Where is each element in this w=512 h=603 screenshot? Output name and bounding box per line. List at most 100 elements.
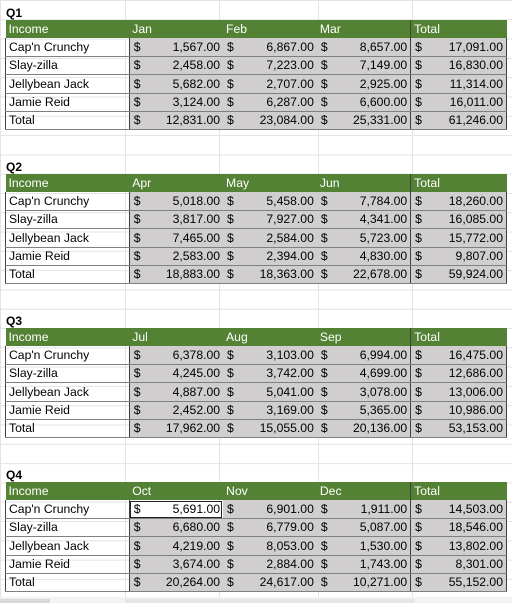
header-month[interactable]: Sep [316,328,411,347]
header-income[interactable]: Income [5,328,130,347]
amount-cell[interactable]: $25,331.00 [316,111,411,131]
quarter-label[interactable]: Q2 [6,160,23,174]
amount-cell[interactable]: $2,925.00 [316,74,411,94]
row-label-cell[interactable]: Jamie Reid [5,401,130,420]
row-label-cell[interactable]: Jellybean Jack [5,382,130,402]
amount-cell[interactable]: $6,600.00 [316,93,411,112]
amount-cell[interactable]: $1,743.00 [316,555,411,574]
total-cell[interactable]: $9,807.00 [410,247,507,266]
total-cell[interactable]: $10,986.00 [410,401,507,420]
amount-cell[interactable]: $3,674.00 [129,555,224,574]
amount-cell[interactable]: $1,567.00 [129,38,224,58]
amount-cell[interactable]: $6,287.00 [223,93,317,112]
amount-cell[interactable]: $3,124.00 [129,93,224,112]
header-income[interactable]: Income [5,174,130,193]
amount-cell[interactable]: $6,779.00 [223,518,317,538]
total-cell[interactable]: $16,085.00 [410,210,507,230]
amount-cell[interactable]: $4,219.00 [129,536,224,556]
total-cell[interactable]: $13,006.00 [410,382,507,402]
amount-cell[interactable]: $3,742.00 [223,364,317,384]
amount-cell[interactable]: $3,817.00 [129,210,224,230]
row-label-cell[interactable]: Jellybean Jack [5,228,130,248]
amount-cell[interactable]: $5,458.00 [223,192,317,212]
amount-cell[interactable]: $5,018.00 [129,192,224,212]
row-label-cell[interactable]: Jamie Reid [5,555,130,574]
total-cell[interactable]: $61,246.00 [410,111,507,131]
row-label-cell[interactable]: Cap'n Crunchy [5,346,130,366]
row-label-cell[interactable]: Slay-zilla [5,518,130,538]
header-income[interactable]: Income [5,482,130,501]
amount-cell[interactable]: $7,149.00 [316,56,411,76]
amount-cell[interactable]: $8,657.00 [316,38,411,58]
amount-cell[interactable]: $4,830.00 [316,247,411,266]
total-cell[interactable]: $13,802.00 [410,536,507,556]
amount-cell[interactable]: $22,678.00 [316,265,411,285]
amount-cell[interactable]: $7,927.00 [223,210,317,230]
row-label-cell[interactable]: Total [5,419,130,439]
total-cell[interactable]: $11,314.00 [410,74,507,94]
horizontal-scrollbar[interactable] [0,597,512,603]
amount-cell[interactable]: $5,691.00 [129,500,224,520]
amount-cell[interactable]: $3,103.00 [223,346,317,366]
amount-cell[interactable]: $6,378.00 [129,346,224,366]
row-label-cell[interactable]: Total [5,265,130,285]
amount-cell[interactable]: $12,831.00 [129,111,224,131]
total-cell[interactable]: $8,301.00 [410,555,507,574]
amount-cell[interactable]: $4,245.00 [129,364,224,384]
amount-cell[interactable]: $3,078.00 [316,382,411,402]
amount-cell[interactable]: $1,911.00 [316,500,411,520]
row-label-cell[interactable]: Jellybean Jack [5,536,130,556]
header-month[interactable]: Feb [223,20,317,39]
quarter-label[interactable]: Q3 [6,314,23,328]
row-label-cell[interactable]: Total [5,111,130,131]
row-label-cell[interactable]: Slay-zilla [5,364,130,384]
amount-cell[interactable]: $8,053.00 [223,536,317,556]
total-cell[interactable]: $12,686.00 [410,364,507,384]
amount-cell[interactable]: $5,365.00 [316,401,411,420]
row-label-cell[interactable]: Cap'n Crunchy [5,38,130,58]
header-month[interactable]: May [223,174,317,193]
row-label-cell[interactable]: Total [5,573,130,593]
header-month[interactable]: Jan [129,20,224,39]
amount-cell[interactable]: $7,223.00 [223,56,317,76]
header-month[interactable]: Oct [129,482,224,501]
total-cell[interactable]: $53,153.00 [410,419,507,439]
amount-cell[interactable]: $4,887.00 [129,382,224,402]
header-month[interactable]: Jun [316,174,411,193]
header-month[interactable]: Jul [129,328,224,347]
header-month[interactable]: Apr [129,174,224,193]
amount-cell[interactable]: $5,087.00 [316,518,411,538]
amount-cell[interactable]: $2,583.00 [129,247,224,266]
header-total[interactable]: Total [410,482,507,501]
amount-cell[interactable]: $5,723.00 [316,228,411,248]
total-cell[interactable]: $59,924.00 [410,265,507,285]
amount-cell[interactable]: $2,584.00 [223,228,317,248]
header-month[interactable]: Nov [223,482,317,501]
total-cell[interactable]: $16,011.00 [410,93,507,112]
amount-cell[interactable]: $24,617.00 [223,573,317,593]
amount-cell[interactable]: $18,363.00 [223,265,317,285]
amount-cell[interactable]: $6,901.00 [223,500,317,520]
header-month[interactable]: Dec [316,482,411,501]
total-cell[interactable]: $15,772.00 [410,228,507,248]
row-label-cell[interactable]: Cap'n Crunchy [5,192,130,212]
amount-cell[interactable]: $2,884.00 [223,555,317,574]
header-total[interactable]: Total [410,174,507,193]
amount-cell[interactable]: $2,458.00 [129,56,224,76]
total-cell[interactable]: $16,830.00 [410,56,507,76]
amount-cell[interactable]: $20,136.00 [316,419,411,439]
amount-cell[interactable]: $2,707.00 [223,74,317,94]
total-cell[interactable]: $18,546.00 [410,518,507,538]
total-cell[interactable]: $17,091.00 [410,38,507,58]
row-label-cell[interactable]: Slay-zilla [5,210,130,230]
amount-cell[interactable]: $6,867.00 [223,38,317,58]
amount-cell[interactable]: $4,341.00 [316,210,411,230]
header-total[interactable]: Total [410,328,507,347]
amount-cell[interactable]: $5,041.00 [223,382,317,402]
quarter-label[interactable]: Q4 [6,468,23,482]
amount-cell[interactable]: $23,084.00 [223,111,317,131]
row-label-cell[interactable]: Jellybean Jack [5,74,130,94]
row-label-cell[interactable]: Slay-zilla [5,56,130,76]
amount-cell[interactable]: $17,962.00 [129,419,224,439]
amount-cell[interactable]: $4,699.00 [316,364,411,384]
